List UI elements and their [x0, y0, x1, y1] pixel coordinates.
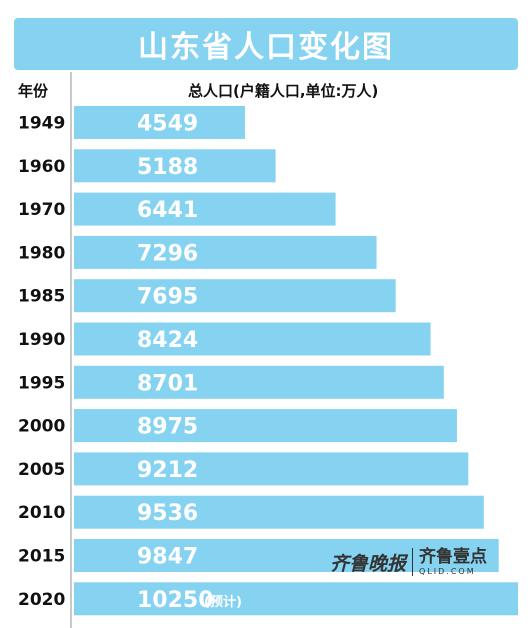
- value-label-2000: 8975: [137, 415, 198, 440]
- value-label-2015: 9847: [137, 545, 198, 570]
- value-label-1949: 4549: [137, 112, 198, 137]
- year-label-1990: 1990: [18, 330, 65, 350]
- year-label-1949: 1949: [18, 114, 65, 134]
- chart-title: 山东省人口变化图: [138, 30, 394, 65]
- bar-2015: [74, 539, 499, 572]
- bar-2005: [74, 452, 469, 486]
- bar-1949: [74, 106, 245, 139]
- unit-header: 总人口(户籍人口,单位:万人): [188, 82, 379, 100]
- value-label-1985: 7695: [137, 285, 198, 310]
- annotation-label-2020: (预计): [204, 594, 242, 610]
- year-label-1995: 1995: [18, 373, 65, 393]
- title-banner: 山东省人口变化图: [14, 18, 518, 70]
- value-label-2010: 9536: [137, 501, 198, 526]
- value-label-1960: 5188: [137, 155, 198, 180]
- bar-1985: [74, 279, 396, 313]
- bar-2020: [74, 582, 518, 616]
- year-label-1985: 1985: [18, 287, 65, 307]
- bar-1960: [74, 149, 276, 183]
- year-label-2020: 2020: [18, 590, 65, 610]
- bar-2000: [74, 409, 457, 443]
- axis-line: [70, 72, 72, 628]
- bar-1980: [74, 235, 377, 269]
- value-label-2020: 10250: [137, 588, 214, 613]
- value-label-1990: 8424: [137, 328, 198, 353]
- watermark: 齐鲁晚报 齐鲁壹点 QLID.COM: [330, 545, 490, 579]
- bar-1990: [74, 322, 431, 356]
- watermark-app: 齐鲁壹点: [419, 546, 488, 567]
- value-label-1970: 6441: [137, 198, 198, 223]
- value-label-2005: 9212: [137, 458, 198, 483]
- year-column-header: 年份: [18, 82, 49, 100]
- watermark-domain: QLID.COM: [419, 566, 476, 576]
- year-label-1970: 1970: [18, 200, 65, 220]
- year-label-2005: 2005: [18, 460, 65, 480]
- year-label-2015: 2015: [18, 547, 65, 567]
- watermark-brand: 齐鲁晚报: [330, 552, 407, 575]
- year-label-1960: 1960: [18, 157, 65, 177]
- value-label-1980: 7296: [137, 241, 198, 266]
- bar-1995: [74, 365, 444, 399]
- year-label-2010: 2010: [18, 503, 65, 523]
- year-label-2000: 2000: [18, 417, 65, 437]
- value-label-1995: 8701: [137, 371, 198, 396]
- watermark-divider: [412, 548, 414, 576]
- year-label-1980: 1980: [18, 243, 65, 263]
- bar-1970: [74, 192, 336, 226]
- bar-2010: [74, 495, 484, 529]
